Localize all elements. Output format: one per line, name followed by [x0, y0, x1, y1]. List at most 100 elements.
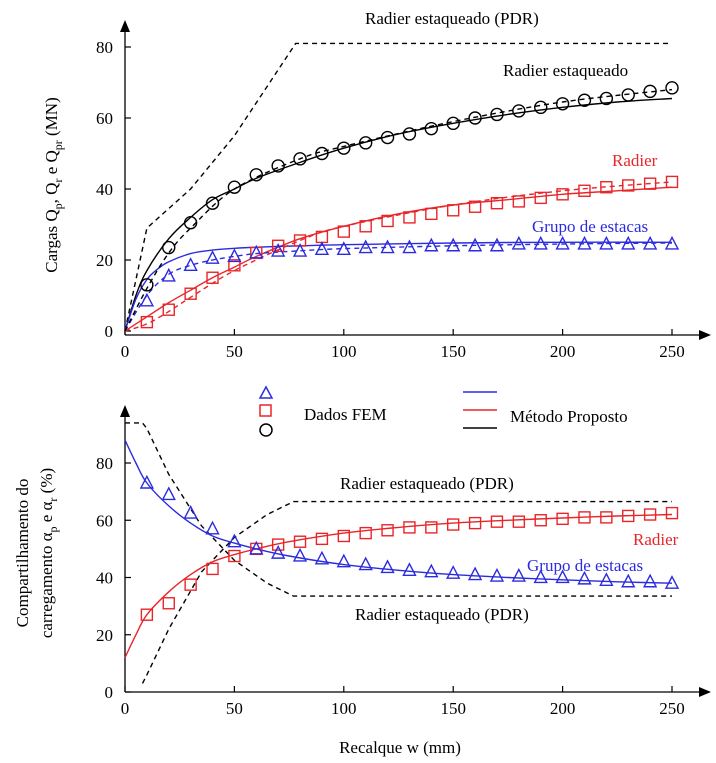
top-fem-triangle-marker — [183, 257, 198, 271]
bottom-markers — [139, 474, 680, 621]
bottom-fem-triangle-marker — [205, 520, 220, 535]
top-annotation-raft: Radier — [612, 151, 658, 170]
bottom-x-tick-label: 100 — [331, 699, 357, 718]
bottom-fem-square-marker — [512, 515, 526, 528]
legend: Dados FEM Método Proposto — [258, 385, 628, 437]
bottom-fem-triangle-marker — [227, 533, 242, 548]
bottom-fem-square-marker — [206, 562, 219, 576]
bottom-x-axis-arrow — [699, 687, 711, 697]
top-fem-circle-marker — [380, 130, 395, 145]
bottom-fem-square-marker — [359, 526, 372, 540]
bottom-fem-triangle-marker — [489, 567, 505, 582]
bottom-fem-square-marker — [293, 535, 307, 548]
bottom-fem-square-marker — [140, 608, 154, 621]
bottom-fem-square-marker — [184, 578, 197, 591]
bottom-series-line-3 — [124, 439, 673, 584]
bottom-fem-triangle-marker — [621, 573, 636, 588]
bottom-fem-square-marker — [556, 512, 569, 526]
top-fem-triangle-marker — [577, 235, 592, 250]
bottom-fem-triangle-marker — [577, 570, 592, 585]
top-fem-square-marker — [512, 195, 526, 208]
top-fem-circle-marker — [402, 127, 417, 141]
top-markers — [139, 81, 680, 329]
top-series-line-5 — [124, 181, 673, 332]
bottom-fem-triangle-marker — [664, 575, 680, 589]
top-fem-triangle-marker — [139, 292, 155, 307]
bottom-fem-triangle-marker — [599, 572, 614, 587]
top-fem-square-marker — [490, 196, 504, 210]
bottom-series-line-2 — [124, 513, 673, 658]
bottom-y-tick-label: 80 — [96, 454, 113, 473]
top-fem-square-marker — [447, 204, 460, 217]
bottom-fem-square-marker — [162, 597, 175, 610]
legend-circle-marker — [259, 423, 273, 437]
top-annotation-pile-group: Grupo de estacas — [532, 217, 648, 236]
top-fem-square-marker — [337, 225, 350, 238]
bottom-fem-square-marker — [622, 509, 635, 523]
bottom-x-tick-label: 50 — [226, 699, 243, 718]
bottom-fem-triangle-marker — [139, 474, 155, 489]
top-fem-triangle-marker — [621, 235, 636, 250]
top-x-tick-label: 100 — [331, 342, 357, 361]
top-fem-square-marker — [425, 207, 438, 221]
top-fem-circle-marker — [468, 111, 482, 125]
top-fem-triangle-marker — [314, 241, 330, 256]
legend-fem-label: Dados FEM — [304, 405, 387, 424]
bottom-x-tick-label: 150 — [440, 699, 466, 718]
legend-square-marker — [259, 404, 272, 417]
bottom-xlabel: Recalque w (mm) — [339, 738, 461, 757]
top-fem-circle-marker — [205, 196, 220, 210]
top-fem-circle-marker — [271, 159, 285, 173]
top-fem-circle-marker — [337, 141, 351, 155]
top-fem-circle-marker — [293, 152, 307, 166]
bottom-y-tick-label: 40 — [96, 569, 113, 588]
bottom-fem-triangle-marker — [161, 486, 176, 501]
bottom-ylabel-line2: carregamento αp e αr (%) — [37, 468, 60, 638]
top-fem-circle-marker — [424, 121, 439, 136]
bottom-fem-square-marker — [447, 518, 460, 531]
top-series-line-3 — [124, 241, 673, 332]
bottom-y-tick-label: 0 — [105, 683, 114, 702]
top-fem-circle-marker — [599, 91, 614, 106]
top-fem-square-marker — [228, 259, 241, 272]
bottom-fem-triangle-marker — [249, 540, 264, 555]
top-fem-square-marker — [578, 184, 591, 197]
top-fem-circle-marker — [665, 81, 679, 95]
top-annotation-piled-raft: Radier estaqueado — [503, 61, 628, 80]
bottom-fem-triangle-marker — [424, 563, 439, 578]
bottom-fem-square-marker — [315, 532, 329, 546]
bottom-fem-triangle-marker — [402, 562, 417, 576]
top-fem-triangle-marker — [489, 237, 505, 252]
top-fem-triangle-marker — [271, 243, 286, 257]
bottom-fem-square-marker — [490, 515, 504, 528]
bottom-annotation-raft: Radier — [633, 530, 679, 549]
bottom-ylabel-line1: Compartilhamento do — [13, 479, 32, 628]
top-fem-square-marker — [556, 188, 569, 201]
bottom-fem-triangle-marker — [358, 556, 373, 571]
bottom-fem-triangle-marker — [292, 547, 308, 562]
top-fem-triangle-marker — [664, 235, 680, 250]
bottom-fem-square-marker — [381, 524, 394, 537]
legend-triangle-marker — [258, 385, 274, 399]
bottom-fem-triangle-marker — [555, 569, 570, 584]
top-fem-triangle-marker — [402, 239, 417, 254]
bottom-fem-square-marker — [578, 511, 591, 524]
bottom-fem-triangle-marker — [380, 559, 395, 574]
top-fem-circle-marker — [183, 216, 198, 230]
bottom-fem-square-marker — [337, 529, 350, 543]
bottom-fem-square-marker — [271, 538, 285, 551]
top-x-tick-label: 250 — [659, 342, 685, 361]
top-fem-square-marker — [643, 177, 657, 190]
top-series-line-6 — [124, 88, 673, 332]
top-fem-triangle-marker — [555, 235, 570, 250]
top-chart: 0 50 100 150 200 250 0 20 40 60 80 Cargas Qp, Qr e… — [42, 9, 711, 361]
bottom-fem-square-marker — [425, 521, 438, 534]
bottom-annotation-pdr-bottom: Radier estaqueado (PDR) — [355, 605, 529, 624]
bottom-fem-square-marker — [403, 521, 416, 534]
bottom-annotation-pile-group: Grupo de estacas — [527, 556, 643, 575]
top-fem-circle-marker — [621, 88, 635, 102]
top-fem-square-marker — [622, 179, 635, 192]
top-fem-triangle-marker — [292, 243, 308, 257]
top-fem-circle-marker — [227, 180, 242, 194]
legend-method-label: Método Proposto — [510, 407, 628, 426]
